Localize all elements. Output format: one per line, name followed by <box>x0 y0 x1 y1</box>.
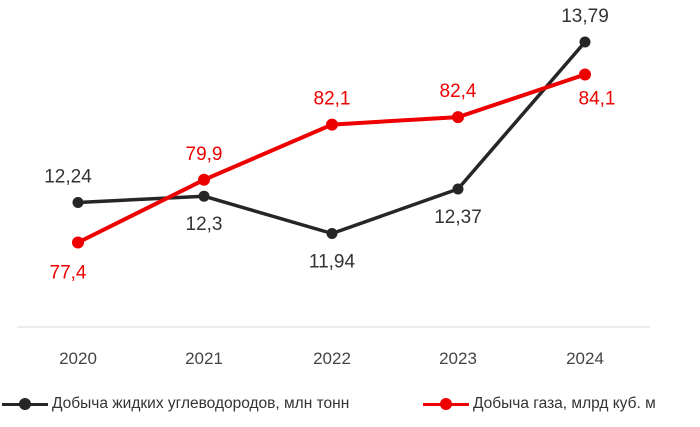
data-label-1-3: 82,4 <box>440 81 477 102</box>
data-label-1-0: 77,4 <box>50 263 87 284</box>
data-point-1-2 <box>326 118 338 131</box>
x-tick-label-2022: 2022 <box>313 349 351 368</box>
data-point-0-0 <box>72 197 84 208</box>
x-tick-label-2023: 2023 <box>439 349 477 368</box>
legend-item-oil: Добыча жидких углеводородов, млн тонн <box>2 392 349 416</box>
data-label-0-2: 11,94 <box>309 252 356 273</box>
data-label-0-0: 12,24 <box>44 167 92 188</box>
data-label-0-4: 13,79 <box>561 6 609 27</box>
x-tick-label-2021: 2021 <box>185 349 223 368</box>
data-point-1-4 <box>579 68 591 81</box>
data-label-1-2: 82,1 <box>314 89 351 110</box>
data-point-1-1 <box>198 173 210 186</box>
x-tick-label-2020: 2020 <box>59 349 97 368</box>
legend-swatch-gas <box>423 398 469 410</box>
data-point-0-1 <box>198 190 210 202</box>
data-point-0-4 <box>579 36 591 48</box>
data-label-1-1: 79,9 <box>186 144 223 165</box>
legend-label-oil: Добыча жидких углеводородов, млн тонн <box>52 395 350 412</box>
data-label-1-4: 84,1 <box>579 89 616 110</box>
legend-item-gas: Добыча газа, млрд куб. м <box>423 392 656 416</box>
data-point-1-0 <box>72 236 84 249</box>
data-point-0-3 <box>452 183 464 195</box>
data-label-0-1: 12,3 <box>186 214 223 235</box>
data-point-0-2 <box>326 228 338 239</box>
data-point-1-3 <box>452 111 464 124</box>
legend-label-gas: Добыча газа, млрд куб. м <box>473 395 656 412</box>
legend-swatch-oil <box>2 398 48 410</box>
legend: Добыча жидких углеводородов, млн тонн До… <box>0 392 700 416</box>
data-label-0-3: 12,37 <box>434 207 482 228</box>
x-tick-label-2024: 2024 <box>566 349 604 368</box>
